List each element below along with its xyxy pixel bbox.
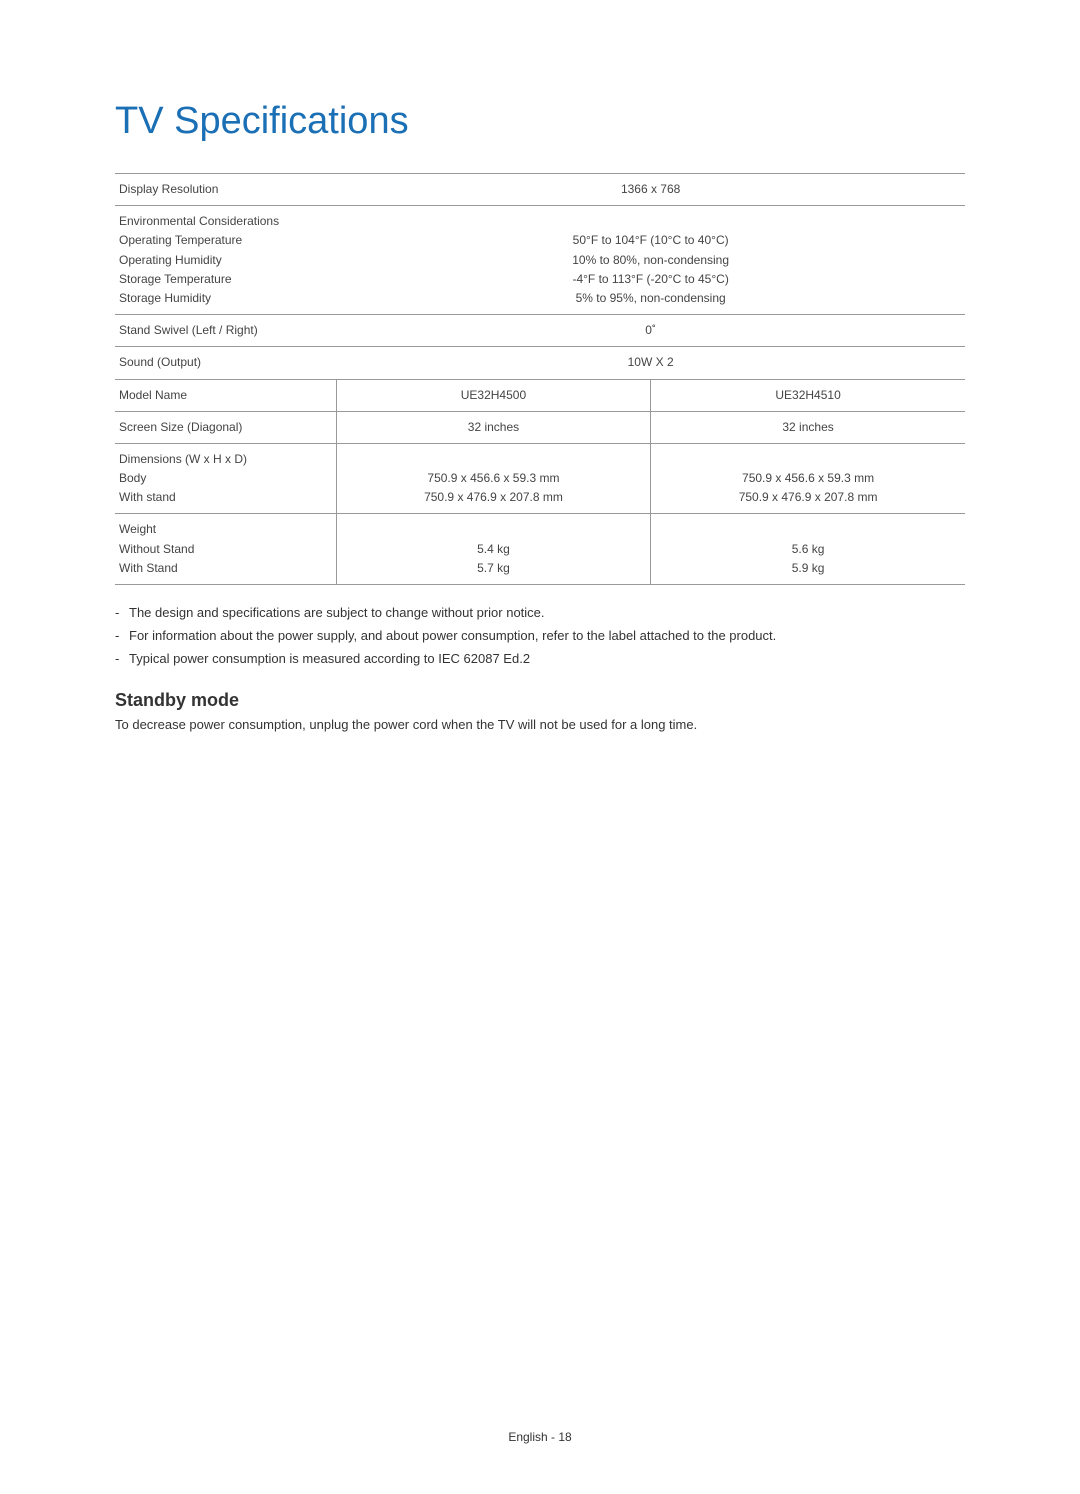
spec-label: Sound (Output) [115, 347, 336, 379]
spec-value: 32 inches [336, 411, 650, 443]
table-row: Weight Without Stand With Stand 5.4 kg 5.7 … [115, 514, 965, 585]
spec-value: 10W X 2 [336, 347, 965, 379]
spec-value-line: 750.9 x 476.9 x 207.8 mm [739, 490, 878, 504]
specs-table: Display Resolution1366 x 768Environmenta… [115, 173, 965, 585]
spec-label: Display Resolution [115, 174, 336, 206]
spec-label-line: With stand [119, 490, 176, 504]
spec-label-line: Weight [119, 522, 156, 536]
spec-label: Screen Size (Diagonal) [115, 411, 336, 443]
table-row: Display Resolution1366 x 768 [115, 174, 965, 206]
table-row: Sound (Output)10W X 2 [115, 347, 965, 379]
notes-list: The design and specifications are subjec… [115, 605, 965, 666]
spec-value-line: 750.9 x 476.9 x 207.8 mm [424, 490, 563, 504]
spec-label-line: Environmental Considerations [119, 214, 279, 228]
spec-value: 0˚ [336, 315, 965, 347]
standby-heading: Standby mode [115, 690, 965, 711]
spec-value-line: 50°F to 104°F (10°C to 40°C) [573, 233, 729, 247]
spec-label-line: With Stand [119, 561, 178, 575]
spec-value: 750.9 x 456.6 x 59.3 mm 750.9 x 476.9 x 2… [336, 443, 650, 514]
note-item: For information about the power supply, … [115, 628, 965, 643]
standby-text: To decrease power consumption, unplug th… [115, 717, 965, 732]
spec-label: Environmental Considerations Operating Te… [115, 206, 336, 315]
spec-label-line: Without Stand [119, 542, 194, 556]
spec-value-line: -4°F to 113°F (-20°C to 45°C) [572, 272, 728, 286]
spec-value: 750.9 x 456.6 x 59.3 mm 750.9 x 476.9 x 2… [651, 443, 965, 514]
table-row: Dimensions (W x H x D) Body With stand 750… [115, 443, 965, 514]
note-item: The design and specifications are subjec… [115, 605, 965, 620]
table-row: Stand Swivel (Left / Right)0˚ [115, 315, 965, 347]
spec-label: Weight Without Stand With Stand [115, 514, 336, 585]
spec-value-line: 750.9 x 456.6 x 59.3 mm [427, 471, 559, 485]
page-footer: English - 18 [0, 1430, 1080, 1444]
spec-value: 5.4 kg 5.7 kg [336, 514, 650, 585]
page-title: TV Specifications [115, 100, 965, 143]
spec-label-line: Operating Temperature [119, 233, 242, 247]
spec-value-line: 5.6 kg [792, 542, 825, 556]
spec-label: Dimensions (W x H x D) Body With stand [115, 443, 336, 514]
table-row: Screen Size (Diagonal)32 inches32 inches [115, 411, 965, 443]
spec-value: UE32H4510 [651, 379, 965, 411]
table-row: Model NameUE32H4500UE32H4510 [115, 379, 965, 411]
spec-value-line: 750.9 x 456.6 x 59.3 mm [742, 471, 874, 485]
spec-label-line: Body [119, 471, 146, 485]
spec-label-line: Storage Humidity [119, 291, 211, 305]
spec-value-line: 5.9 kg [792, 561, 825, 575]
note-item: Typical power consumption is measured ac… [115, 651, 965, 666]
spec-value: UE32H4500 [336, 379, 650, 411]
spec-value: 32 inches [651, 411, 965, 443]
spec-value: 50°F to 104°F (10°C to 40°C) 10% to 80%, … [336, 206, 965, 315]
spec-label: Stand Swivel (Left / Right) [115, 315, 336, 347]
spec-label-line: Operating Humidity [119, 253, 222, 267]
spec-value-line: 5% to 95%, non-condensing [576, 291, 726, 305]
spec-value: 5.6 kg 5.9 kg [651, 514, 965, 585]
spec-label: Model Name [115, 379, 336, 411]
spec-value: 1366 x 768 [336, 174, 965, 206]
spec-value-line: 5.7 kg [477, 561, 510, 575]
table-row: Environmental Considerations Operating Te… [115, 206, 965, 315]
spec-value-line: 5.4 kg [477, 542, 510, 556]
spec-label-line: Storage Temperature [119, 272, 232, 286]
spec-value-line: 10% to 80%, non-condensing [572, 253, 729, 267]
spec-label-line: Dimensions (W x H x D) [119, 452, 247, 466]
